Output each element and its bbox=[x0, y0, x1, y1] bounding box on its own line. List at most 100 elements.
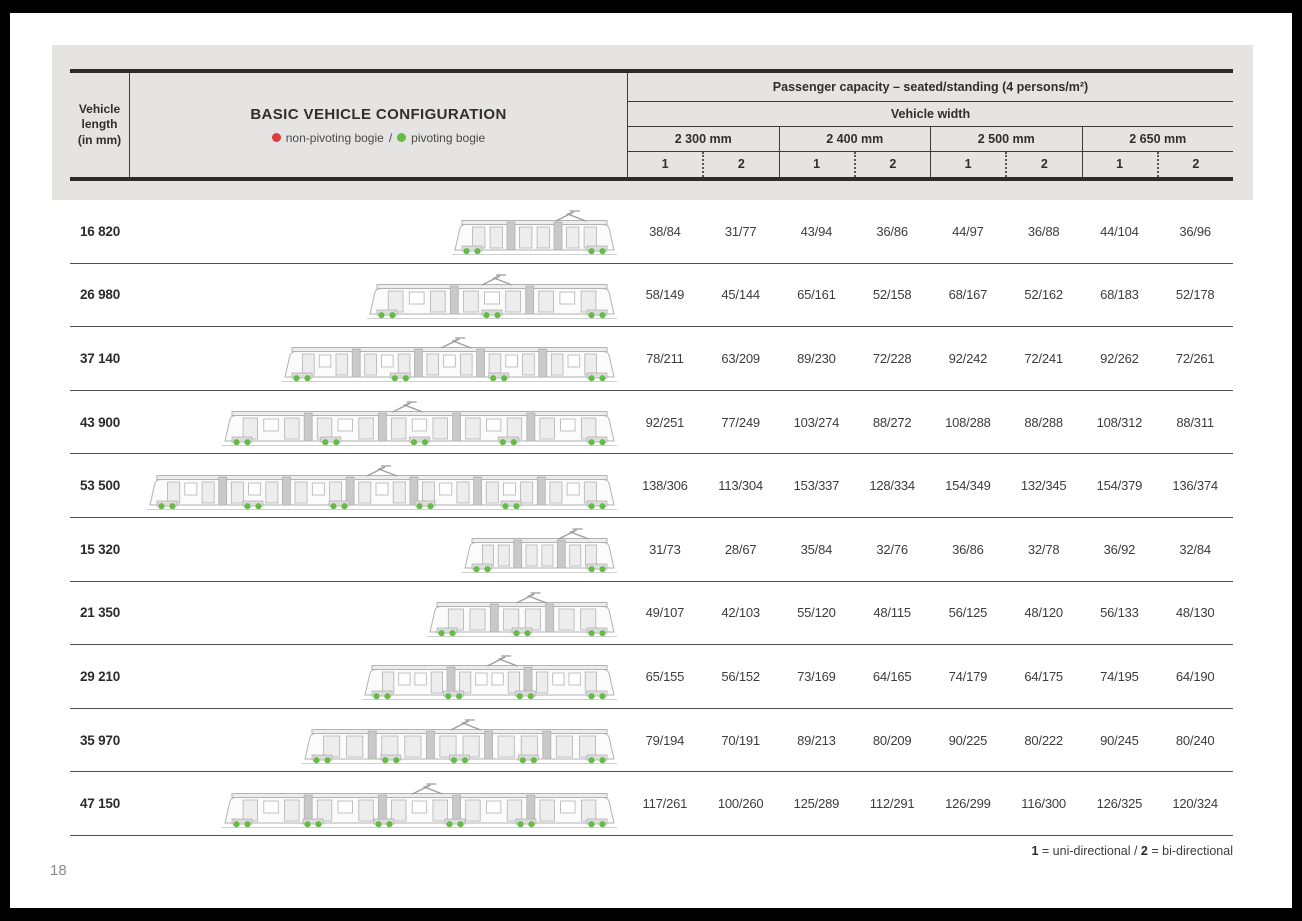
capacity-value-cell: 74/179 bbox=[948, 668, 988, 684]
capacity-value-cell: 28/67 bbox=[724, 541, 757, 557]
table-row: 37 140 78/211 63/209 89/230 72/228 92/242 72/2… bbox=[70, 327, 1233, 391]
vehicle-length-cell: 37 140 bbox=[79, 350, 121, 366]
direction-col-label: 1 bbox=[813, 157, 821, 172]
capacity-value-cell: 32/76 bbox=[876, 541, 908, 557]
footnote-text-2: = bi-directional bbox=[1147, 844, 1233, 858]
vehicle-length-cell: 26 980 bbox=[79, 287, 121, 303]
capacity-value-cell: 153/337 bbox=[793, 478, 840, 494]
capacity-value-cell: 120/324 bbox=[1172, 796, 1218, 812]
vehicle-length-cell: 15 320 bbox=[79, 541, 121, 557]
capacity-value-cell: 88/272 bbox=[872, 414, 912, 430]
tram-illustration bbox=[452, 210, 617, 256]
footnote-bold-1: 1 bbox=[1031, 844, 1039, 858]
non-pivoting-legend-label: non-pivoting bogie bbox=[285, 130, 384, 145]
capacity-value-cell: 56/133 bbox=[1100, 605, 1139, 621]
pivoting-bogie-icon bbox=[397, 133, 407, 142]
capacity-value-cell: 65/161 bbox=[797, 287, 836, 303]
capacity-value-cell: 154/349 bbox=[945, 478, 991, 494]
capacity-value-cell: 44/97 bbox=[952, 223, 984, 239]
direction-col-label: 2 bbox=[702, 151, 778, 177]
page-number: 18 bbox=[50, 862, 67, 879]
width-group-label: 2 300 mm bbox=[674, 131, 732, 146]
capacity-value-cell: 64/175 bbox=[1024, 668, 1063, 684]
tram-illustration-cell bbox=[130, 649, 627, 703]
tram-illustration-cell bbox=[130, 459, 627, 513]
capacity-value-cell: 38/84 bbox=[649, 223, 681, 239]
table-row: 16 820 38/84 31/77 43/94 36/86 44/97 36/88 44/1… bbox=[70, 200, 1233, 264]
capacity-value-cell: 108/312 bbox=[1096, 414, 1143, 430]
capacity-value-cell: 32/78 bbox=[1027, 541, 1060, 557]
tram-illustration bbox=[462, 528, 617, 574]
capacity-value-cell: 154/379 bbox=[1096, 478, 1143, 494]
capacity-value-cell: 88/288 bbox=[1024, 414, 1063, 430]
capacity-value-cell: 35/84 bbox=[800, 541, 833, 557]
tram-illustration bbox=[367, 274, 617, 319]
capacity-value-cell: 70/191 bbox=[721, 732, 760, 748]
capacity-value-cell: 80/209 bbox=[872, 732, 912, 748]
capacity-value-cell: 52/178 bbox=[1175, 287, 1215, 303]
capacity-value-cell: 72/241 bbox=[1024, 350, 1063, 366]
direction-col-label: 2 bbox=[1156, 151, 1233, 177]
capacity-value-cell: 55/120 bbox=[797, 605, 836, 621]
capacity-value-cell: 92/242 bbox=[948, 350, 988, 366]
capacity-value-cell: 31/73 bbox=[649, 541, 681, 557]
capacity-value-cell: 78/211 bbox=[646, 350, 684, 366]
tram-illustration bbox=[302, 719, 617, 765]
capacity-value-cell: 79/194 bbox=[645, 732, 685, 748]
capacity-value-cell: 100/260 bbox=[717, 796, 764, 812]
vehicle-width-title: Vehicle width bbox=[628, 102, 1233, 127]
width-group-label: 2 650 mm bbox=[1081, 127, 1234, 151]
capacity-value-cell: 36/86 bbox=[952, 541, 984, 557]
capacity-value-cell: 44/104 bbox=[1100, 223, 1139, 239]
capacity-value-cell: 108/288 bbox=[945, 414, 991, 430]
capacity-value-cell: 138/306 bbox=[642, 478, 688, 494]
vehicle-length-header: Vehicle length (in mm) bbox=[70, 73, 130, 177]
capacity-header-area: Passenger capacity – seated/standing (4 … bbox=[627, 73, 1233, 177]
capacity-value-cell: 68/167 bbox=[948, 287, 988, 303]
direction-col-label: 2 bbox=[1005, 151, 1081, 177]
direction-col-label: 2 bbox=[853, 151, 930, 177]
tram-illustration-cell bbox=[130, 522, 627, 576]
capacity-value-cell: 136/374 bbox=[1172, 478, 1218, 494]
table-header: Vehicle length (in mm) BASIC VEHICLE CON… bbox=[70, 69, 1233, 181]
width-group-label: 2 500 mm bbox=[930, 127, 1082, 151]
capacity-value-cell: 48/115 bbox=[873, 605, 911, 621]
capacity-value-cell: 125/289 bbox=[793, 796, 840, 812]
capacity-value-cell: 126/299 bbox=[945, 796, 991, 812]
table-row: 21 350 49/107 42/103 55/120 48/115 56/125 48/1… bbox=[70, 582, 1233, 646]
table-body: 16 820 38/84 31/77 43/94 36/86 44/97 36/88 44/1… bbox=[70, 200, 1233, 836]
pivoting-legend-label: pivoting bogie bbox=[411, 130, 486, 145]
capacity-value-cell: 64/190 bbox=[1175, 668, 1215, 684]
capacity-value-cell: 45/144 bbox=[721, 287, 760, 303]
table-row: 15 320 31/73 28/67 35/84 32/76 36/86 32/78 36/9… bbox=[70, 518, 1233, 582]
capacity-value-cell: 36/92 bbox=[1103, 541, 1136, 557]
capacity-value-cell: 56/125 bbox=[948, 605, 988, 621]
capacity-value-cell: 80/222 bbox=[1024, 732, 1063, 748]
tram-illustration-cell bbox=[130, 777, 627, 831]
capacity-value-cell: 32/84 bbox=[1179, 541, 1211, 557]
capacity-value-cell: 52/158 bbox=[872, 287, 912, 303]
config-title: BASIC VEHICLE CONFIGURATION bbox=[250, 105, 507, 123]
capacity-value-cell: 42/103 bbox=[721, 605, 760, 621]
capacity-value-cell: 63/209 bbox=[721, 350, 760, 366]
capacity-value-cell: 73/169 bbox=[797, 668, 836, 684]
capacity-value-cell: 117/261 bbox=[642, 796, 688, 812]
vehicle-length-cell: 53 500 bbox=[79, 478, 121, 494]
vehicle-length-cell: 43 900 bbox=[79, 414, 121, 430]
capacity-value-cell: 36/86 bbox=[876, 223, 908, 239]
bogie-legend: non-pivoting bogie / pivoting bogie bbox=[271, 130, 486, 145]
capacity-value-cell: 43/94 bbox=[800, 223, 833, 239]
table-row: 26 980 58/149 45/144 65/161 52/158 68/167 52/1… bbox=[70, 264, 1233, 328]
capacity-value-cell: 112/291 bbox=[869, 796, 915, 812]
non-pivoting-bogie-icon bbox=[271, 133, 281, 142]
tram-illustration-cell bbox=[130, 331, 627, 385]
capacity-value-cell: 113/304 bbox=[718, 478, 763, 494]
capacity-value-cell: 31/77 bbox=[724, 223, 757, 239]
capacity-value-cell: 68/183 bbox=[1100, 287, 1139, 303]
tram-illustration-cell bbox=[130, 713, 627, 767]
